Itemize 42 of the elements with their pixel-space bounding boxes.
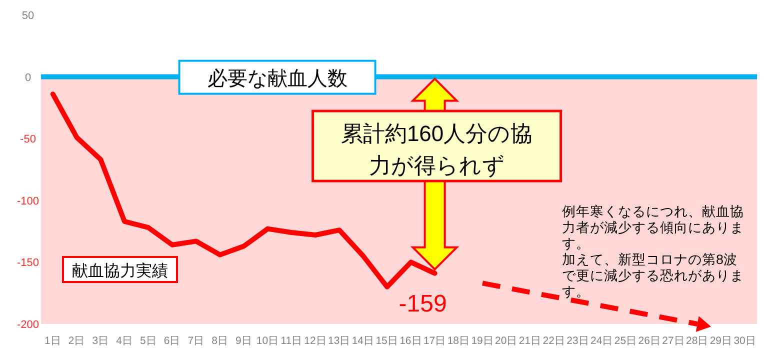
y-tick-label: -150 <box>16 257 40 270</box>
y-tick-label: 0 <box>24 72 32 84</box>
x-tick-label: 5日 <box>140 335 157 347</box>
x-tick-label: 9日 <box>235 335 252 347</box>
x-tick-label: 21日 <box>518 335 542 347</box>
x-tick-label: 11日 <box>280 335 303 347</box>
x-tick-label: 13日 <box>328 335 351 347</box>
y-tick-label: -50 <box>20 134 36 146</box>
x-tick-label: 8日 <box>212 335 228 347</box>
x-tick-label: 20日 <box>495 335 518 347</box>
series-label: 献血協力実績 <box>72 262 168 280</box>
ref-line-label: 必要な献血人数 <box>207 68 348 90</box>
x-tick-label: 6日 <box>164 335 181 347</box>
x-tick-label: 22日 <box>542 335 566 347</box>
y-tick-label: -200 <box>16 319 40 331</box>
annotation: 例年寒くなるにつれ、献血協力者が減少する傾向にあります。 <box>562 204 744 251</box>
x-tick-label: 2日 <box>68 335 86 347</box>
x-tick-label: 4日 <box>116 335 133 347</box>
x-tick-label: 15日 <box>376 335 398 347</box>
x-tick-label: 24日 <box>590 335 614 347</box>
annotation: 加えて、新型コロナの第8波で更に減少する恐れがあります。 <box>562 252 744 299</box>
x-tick-label: 14日 <box>352 335 375 347</box>
x-tick-label: 17日 <box>423 335 446 347</box>
x-tick-label: 28日 <box>686 335 709 347</box>
x-tick-label: 19日 <box>471 335 494 347</box>
x-tick-label: 1日 <box>44 335 62 347</box>
x-tick-label: 10日 <box>256 335 280 347</box>
x-tick-label: 27日 <box>662 335 685 347</box>
x-tick-label: 26日 <box>638 335 661 347</box>
x-tick-label: 25日 <box>614 335 638 347</box>
x-tick-label: 12日 <box>304 335 327 347</box>
y-tick-label: 50 <box>22 10 34 22</box>
x-tick-label: 3日 <box>92 335 110 347</box>
data-label: -159 <box>398 290 447 318</box>
x-tick-label: 16日 <box>400 335 422 347</box>
x-tick-label: 29日 <box>710 335 733 347</box>
annotation: 累計約160人分の協力が得られず <box>340 121 533 178</box>
x-tick-label: 30日 <box>734 335 756 347</box>
x-tick-label: 7日 <box>188 335 205 347</box>
x-tick-label: 18日 <box>447 335 470 347</box>
y-tick-label: -100 <box>16 195 40 208</box>
x-tick-label: 23日 <box>566 335 590 347</box>
